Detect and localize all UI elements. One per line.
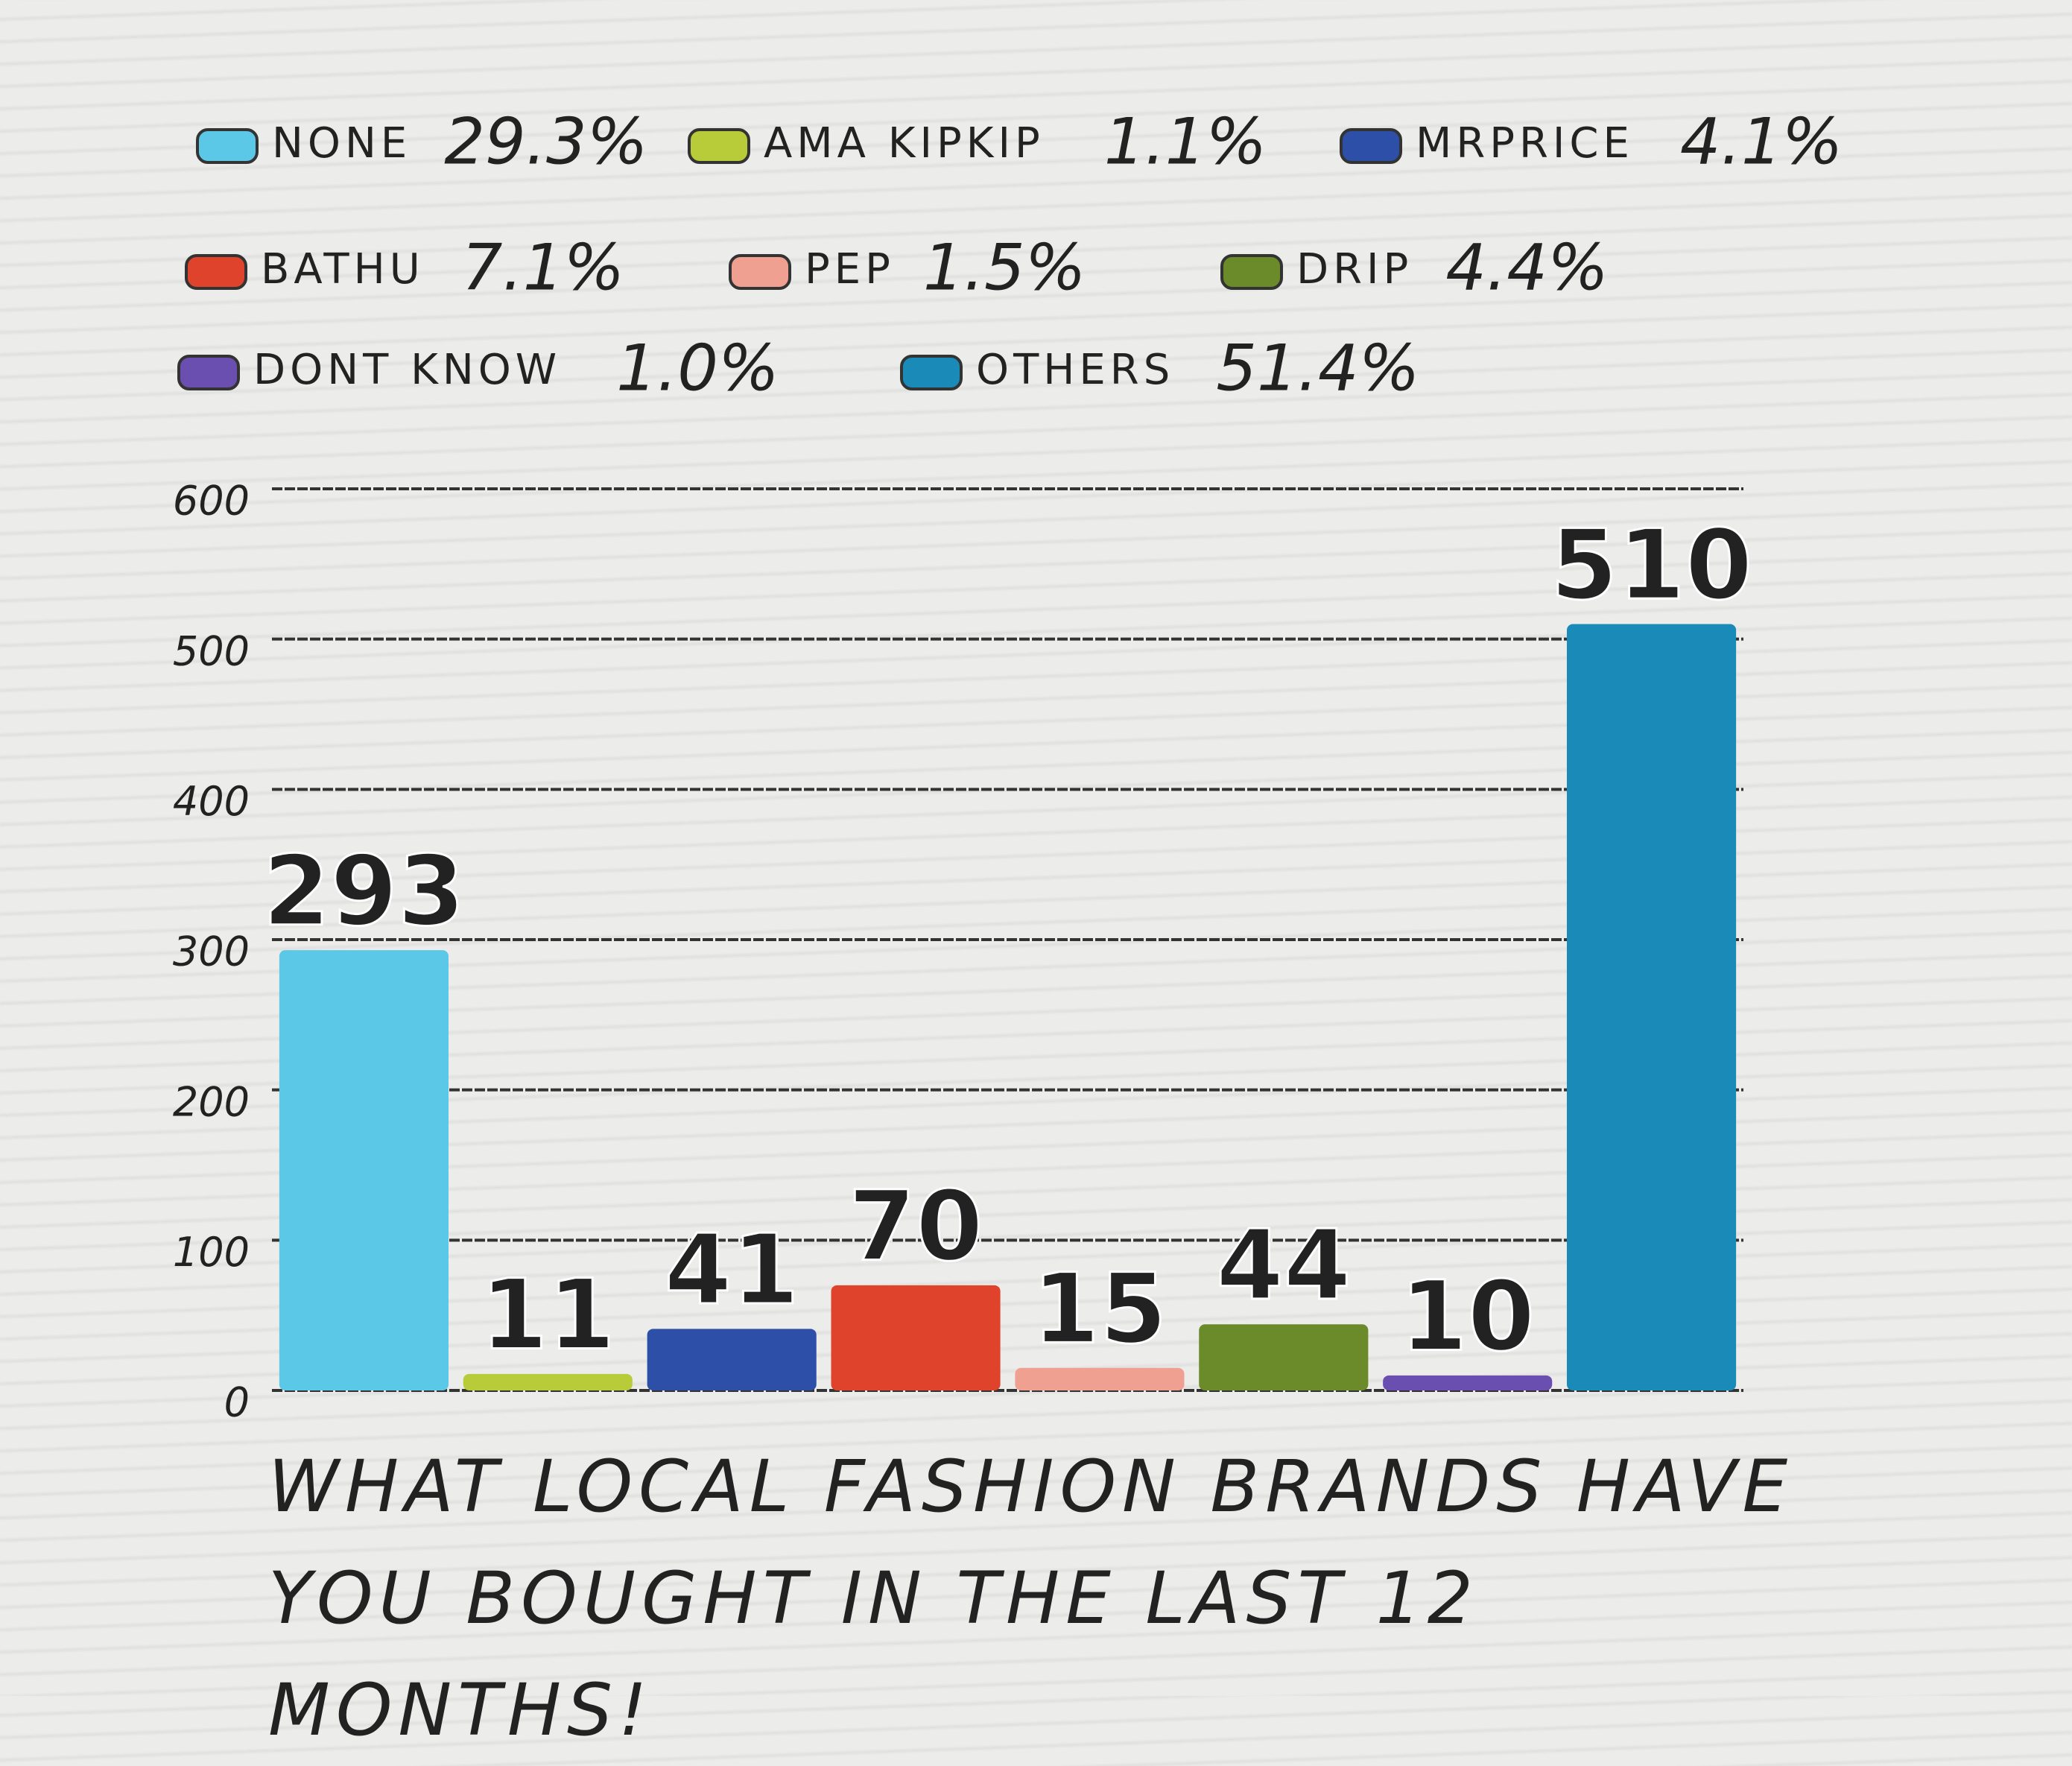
bar <box>1199 1324 1369 1390</box>
data-label: 15 <box>1032 1252 1167 1365</box>
legend-swatch <box>688 128 750 164</box>
y-tick-label: 400 <box>173 778 250 825</box>
legend-swatch <box>185 254 247 290</box>
data-label: 510 <box>1550 508 1752 621</box>
legend-swatch <box>900 355 963 390</box>
y-tick-label: 200 <box>173 1078 250 1125</box>
data-label: 10 <box>1400 1259 1535 1373</box>
legend-swatch <box>729 254 791 290</box>
bar <box>279 950 449 1390</box>
legend-label: PEP <box>805 245 895 294</box>
bar <box>831 1285 1001 1390</box>
bar <box>1383 1375 1553 1390</box>
legend-label: DONT KNOW <box>253 346 561 394</box>
legend-swatch <box>1340 128 1402 164</box>
legend-label: AMA KIPKIP <box>764 119 1045 168</box>
chart-title: WHAT LOCAL FASHION BRANDS HAVE YOU BOUGH… <box>268 1445 1794 1752</box>
legend-swatch <box>1220 254 1283 290</box>
legend-swatch <box>196 128 259 164</box>
legend-percent: 51.4% <box>1216 331 1419 405</box>
bar <box>647 1329 817 1390</box>
data-label: 70 <box>849 1169 983 1282</box>
data-label: 293 <box>263 835 465 948</box>
legend-label: MRPRICE <box>1416 119 1634 168</box>
legend-label: BATHU <box>261 245 425 294</box>
legend-percent: 29.3% <box>444 104 647 179</box>
y-tick-label: 600 <box>173 478 250 525</box>
data-label: 11 <box>481 1258 615 1371</box>
y-tick-label: 300 <box>173 928 250 975</box>
legend-label: NONE <box>272 119 411 168</box>
data-label: 44 <box>1216 1209 1351 1322</box>
legend-percent: 4.4% <box>1445 230 1609 305</box>
bar <box>1567 624 1737 1390</box>
legend-label: OTHERS <box>976 346 1174 394</box>
legend-swatch <box>177 355 240 390</box>
bar <box>463 1373 633 1390</box>
y-tick-label: 100 <box>173 1229 250 1276</box>
legend-percent: 1.5% <box>923 230 1086 305</box>
bar <box>1015 1367 1185 1390</box>
y-tick-label: 500 <box>173 627 250 674</box>
data-label: 41 <box>665 1213 799 1326</box>
legend-percent: 4.1% <box>1680 104 1843 179</box>
chart: 0 100 200 300 400 500 600 NONE 29.3% AMA KIPKIP 1.… <box>173 104 1843 1426</box>
legend-percent: 1.1% <box>1104 104 1267 179</box>
legend-percent: 7.1% <box>462 230 625 305</box>
y-tick-label: 0 <box>224 1379 250 1426</box>
legend-label: DRIP <box>1296 245 1413 294</box>
legend-percent: 1.0% <box>616 331 779 405</box>
